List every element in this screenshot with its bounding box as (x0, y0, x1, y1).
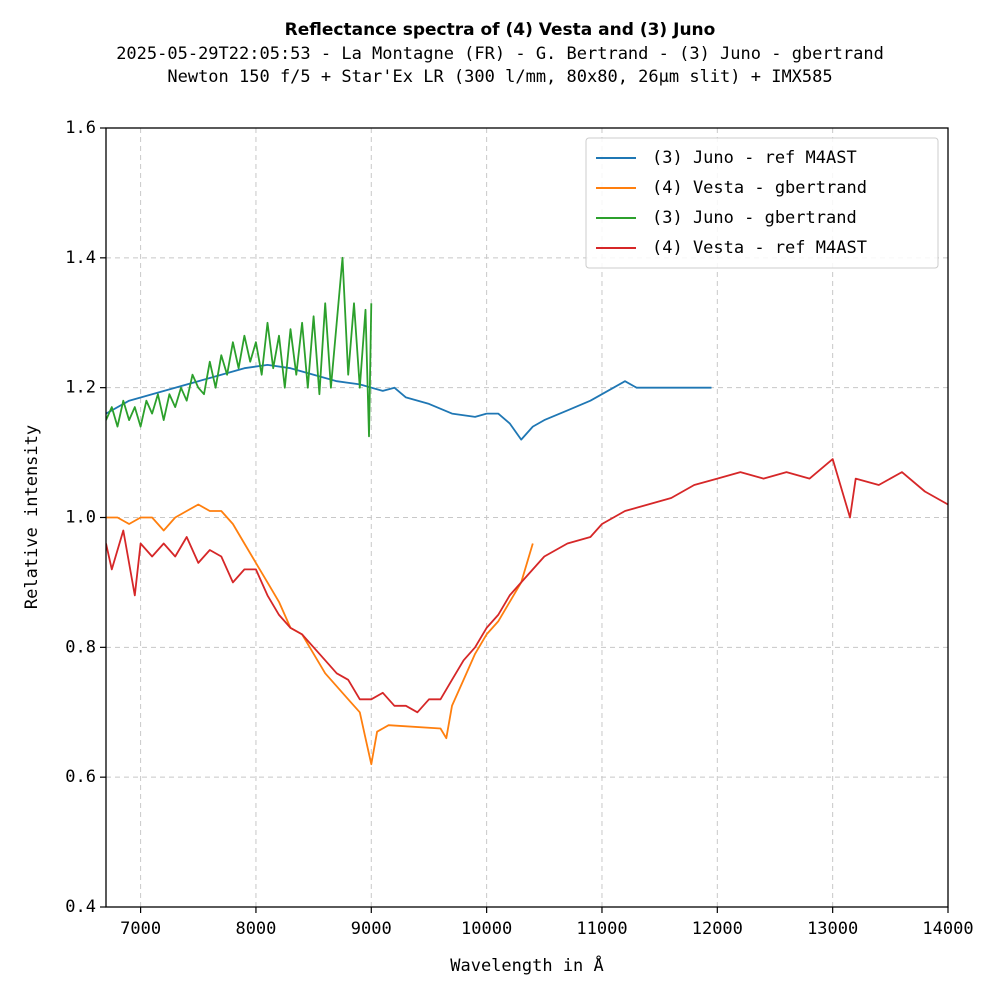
x-tick-label: 14000 (922, 919, 973, 939)
legend-label: (3) Juno - gbertrand (652, 208, 857, 228)
y-axis-label: Relative intensity (22, 425, 42, 609)
plot-frame (105, 127, 949, 908)
data-line (106, 458, 948, 714)
x-tick-label: 10000 (461, 919, 512, 939)
legend-label: (3) Juno - ref M4AST (652, 148, 857, 168)
y-tick-label: 0.4 (65, 897, 96, 917)
x-tick-label: 9000 (351, 919, 392, 939)
chart-subtitle: 2025-05-29T22:05:53 - La Montagne (FR) -… (116, 44, 884, 64)
y-tick-label: 1.6 (65, 118, 96, 138)
legend (585, 137, 939, 269)
chart-title: Reflectance spectra of (4) Vesta and (3)… (285, 20, 716, 40)
y-tick-label: 0.8 (65, 637, 96, 657)
legend-label: (4) Vesta - gbertrand (652, 178, 867, 198)
data-line (106, 256, 373, 438)
data-line (106, 364, 712, 441)
x-tick-label: 13000 (807, 919, 858, 939)
legend-label: (4) Vesta - ref M4AST (652, 238, 867, 258)
x-axis-label: Wavelength in Å (450, 954, 604, 976)
y-tick-label: 1.0 (65, 508, 96, 528)
x-tick-label: 8000 (235, 919, 276, 939)
x-tick-label: 7000 (120, 919, 161, 939)
x-tick-label: 11000 (576, 919, 627, 939)
x-tick-label: 12000 (692, 919, 743, 939)
y-tick-label: 1.2 (65, 378, 96, 398)
chart-subtitle: Newton 150 f/5 + Star'Ex LR (300 l/mm, 8… (167, 67, 832, 87)
data-line (106, 503, 534, 766)
y-tick-label: 0.6 (65, 767, 96, 787)
y-tick-label: 1.4 (65, 248, 96, 268)
